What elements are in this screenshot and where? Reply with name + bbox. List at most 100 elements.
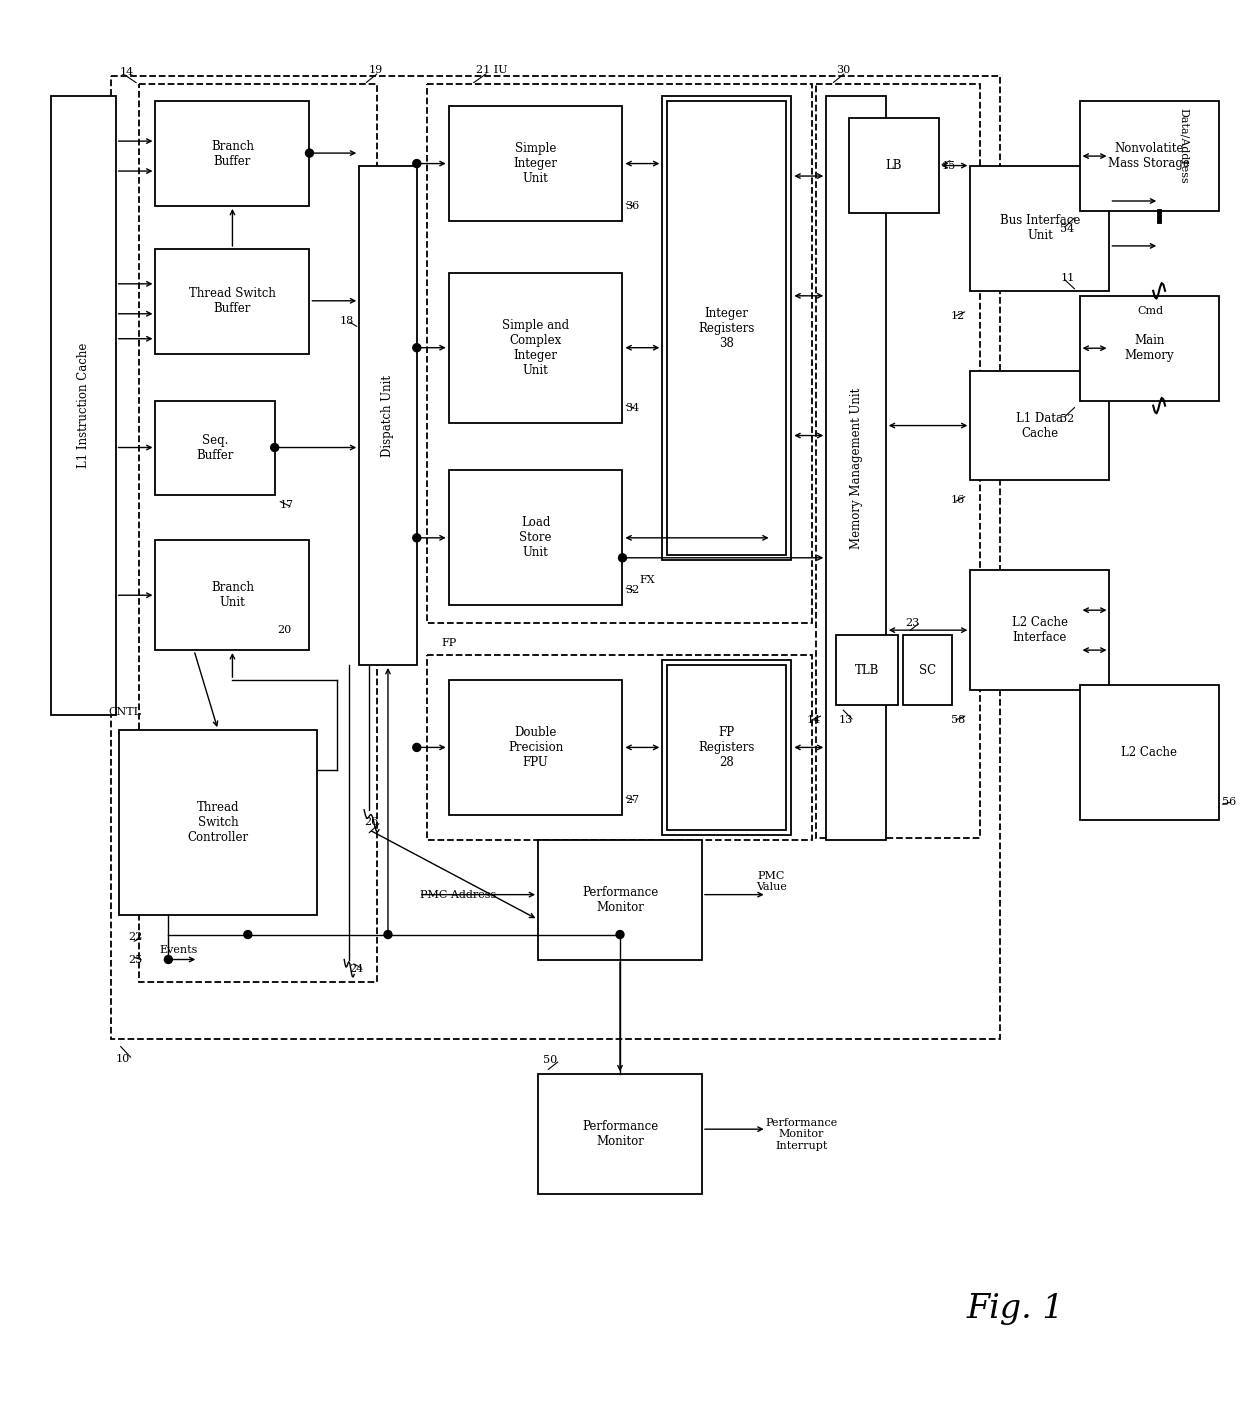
Text: Performance
Monitor
Interrupt: Performance Monitor Interrupt <box>765 1117 837 1151</box>
Text: Branch
Unit: Branch Unit <box>211 581 254 610</box>
Text: 11: 11 <box>1060 272 1075 282</box>
Text: 52: 52 <box>1060 414 1075 424</box>
Text: TLB: TLB <box>854 664 879 676</box>
Text: Cmd: Cmd <box>1137 306 1163 316</box>
Bar <box>119 730 317 915</box>
Circle shape <box>413 160 420 167</box>
Bar <box>667 665 786 830</box>
Bar <box>449 106 622 221</box>
Text: Fig. 1: Fig. 1 <box>966 1293 1064 1324</box>
Bar <box>1080 685 1219 820</box>
Bar <box>110 77 1001 1039</box>
Circle shape <box>413 343 420 352</box>
Bar <box>155 401 275 495</box>
Circle shape <box>413 743 420 752</box>
Circle shape <box>305 149 314 157</box>
Bar <box>816 84 981 838</box>
Bar <box>155 250 310 353</box>
Bar <box>155 540 310 649</box>
Bar <box>1080 296 1219 401</box>
Circle shape <box>244 930 252 939</box>
Bar <box>667 101 786 556</box>
Text: 50: 50 <box>543 1055 557 1065</box>
Circle shape <box>165 956 172 963</box>
Text: 22: 22 <box>129 932 143 942</box>
Text: Simple
Integer
Unit: Simple Integer Unit <box>513 142 558 186</box>
Text: 19: 19 <box>370 65 383 75</box>
Text: PMC
Value: PMC Value <box>756 871 787 892</box>
Text: 15: 15 <box>941 160 956 170</box>
Bar <box>662 661 791 835</box>
Text: 27: 27 <box>625 795 640 805</box>
Bar <box>139 84 377 983</box>
Text: 14: 14 <box>807 715 821 725</box>
Text: Branch
Buffer: Branch Buffer <box>211 139 254 167</box>
Bar <box>449 681 622 815</box>
Bar <box>971 370 1110 481</box>
Bar <box>971 570 1110 691</box>
Text: Dispatch Unit: Dispatch Unit <box>382 374 394 457</box>
Bar <box>538 839 702 960</box>
Text: LB: LB <box>885 159 901 172</box>
Text: Double
Precision
FPU: Double Precision FPU <box>508 726 563 769</box>
Bar <box>662 96 791 560</box>
Circle shape <box>619 554 626 562</box>
Bar <box>1080 101 1219 211</box>
Text: 56: 56 <box>1221 797 1236 807</box>
Text: L1 Data
Cache: L1 Data Cache <box>1017 411 1064 440</box>
Text: 16: 16 <box>951 495 966 505</box>
Text: Events: Events <box>159 944 197 954</box>
Circle shape <box>384 930 392 939</box>
Text: Performance
Monitor: Performance Monitor <box>582 886 658 913</box>
Text: 54: 54 <box>1060 224 1075 234</box>
Text: Bus Interface
Unit: Bus Interface Unit <box>999 214 1080 242</box>
Text: 24: 24 <box>350 964 363 974</box>
Text: 58: 58 <box>951 715 966 725</box>
Bar <box>826 96 885 839</box>
Text: 30: 30 <box>836 65 851 75</box>
Text: FP
Registers
28: FP Registers 28 <box>698 726 755 769</box>
Text: Thread Switch
Buffer: Thread Switch Buffer <box>188 288 275 315</box>
Text: L2 Cache
Interface: L2 Cache Interface <box>1012 617 1068 644</box>
Text: Load
Store
Unit: Load Store Unit <box>520 516 552 559</box>
Text: 21 IU: 21 IU <box>476 65 508 75</box>
Bar <box>51 96 115 715</box>
Text: Nonvolatite
Mass Storage: Nonvolatite Mass Storage <box>1109 142 1190 170</box>
Text: FX: FX <box>640 576 655 586</box>
Text: Memory Management Unit: Memory Management Unit <box>849 387 863 549</box>
Text: 14: 14 <box>119 67 134 77</box>
Bar <box>836 635 898 705</box>
Bar <box>427 655 812 839</box>
Text: Thread
Switch
Controller: Thread Switch Controller <box>187 801 248 844</box>
Bar <box>849 118 939 213</box>
Bar <box>449 272 622 423</box>
Text: FP: FP <box>441 638 456 648</box>
Text: 32: 32 <box>625 586 640 596</box>
Text: CNTL: CNTL <box>109 708 141 718</box>
Text: 36: 36 <box>625 201 640 211</box>
Circle shape <box>270 444 279 451</box>
Bar <box>427 84 812 623</box>
Text: Performance
Monitor: Performance Monitor <box>582 1120 658 1149</box>
Circle shape <box>616 930 624 939</box>
Text: 20: 20 <box>278 625 291 635</box>
Bar <box>155 101 310 206</box>
Text: PMC Address: PMC Address <box>420 889 497 899</box>
Text: Simple and
Complex
Integer
Unit: Simple and Complex Integer Unit <box>502 319 569 377</box>
Text: 13: 13 <box>839 715 853 725</box>
Text: 18: 18 <box>340 316 355 326</box>
Bar <box>538 1075 702 1194</box>
Bar <box>971 166 1110 291</box>
Text: 34: 34 <box>625 403 640 413</box>
Text: 10: 10 <box>115 1055 130 1065</box>
Text: Integer
Registers
38: Integer Registers 38 <box>698 306 755 350</box>
Text: 25: 25 <box>129 954 143 964</box>
Text: Data/Address: Data/Address <box>1179 108 1189 184</box>
Text: SC: SC <box>919 664 936 676</box>
Bar <box>903 635 952 705</box>
Text: 12: 12 <box>951 311 966 320</box>
Text: L2 Cache: L2 Cache <box>1121 746 1177 759</box>
Text: Seq.
Buffer: Seq. Buffer <box>196 434 233 462</box>
Bar <box>360 166 417 665</box>
Text: 23: 23 <box>905 618 920 628</box>
